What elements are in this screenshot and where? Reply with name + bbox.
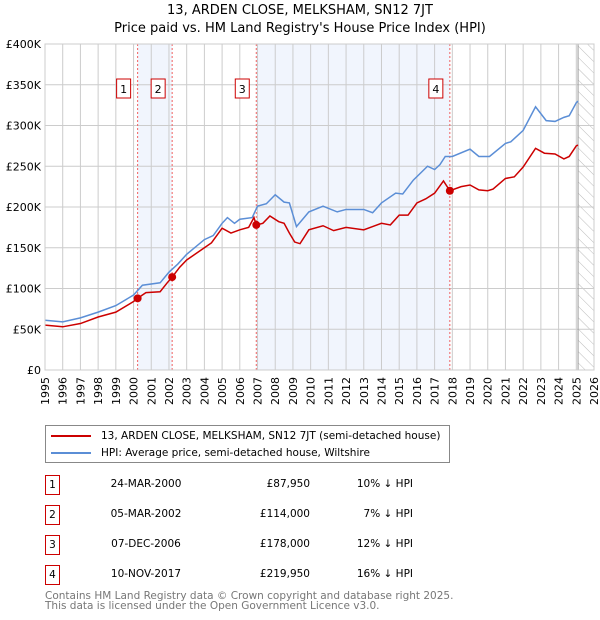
sale-point bbox=[252, 220, 261, 229]
x-tick-label: 2011 bbox=[322, 377, 335, 405]
x-tick-label: 2008 bbox=[269, 377, 282, 405]
sale-date: 05-MAR-2002 bbox=[110, 508, 182, 520]
y-tick-label: £400K bbox=[6, 38, 42, 51]
x-tick-label: 2000 bbox=[128, 377, 141, 405]
footer-line: This data is licensed under the Open Gov… bbox=[45, 600, 380, 612]
title-line: 13, ARDEN CLOSE, MELKSHAM, SN12 7JT bbox=[167, 3, 433, 18]
x-tick-label: 2019 bbox=[464, 377, 477, 405]
sale-number-badge: 3 bbox=[45, 535, 60, 555]
sale-date: 10-NOV-2017 bbox=[110, 568, 182, 580]
x-tick-label: 2013 bbox=[358, 377, 371, 405]
y-tick-label: £250K bbox=[6, 160, 42, 173]
sale-price: £219,950 bbox=[259, 568, 310, 580]
sale-point bbox=[445, 186, 454, 195]
x-tick-label: 2014 bbox=[375, 377, 388, 405]
hpi-line bbox=[44, 100, 579, 323]
x-tick-label: 2024 bbox=[553, 377, 566, 405]
sale-date: 24-MAR-2000 bbox=[110, 478, 182, 490]
sale-price: £87,950 bbox=[266, 478, 310, 490]
sale-point bbox=[133, 294, 142, 303]
x-tick-label: 2017 bbox=[429, 377, 442, 405]
x-tick-label: 2010 bbox=[305, 377, 318, 405]
footer-line: Contains HM Land Registry data © Crown c… bbox=[45, 590, 454, 602]
x-tick-label: 2018 bbox=[446, 377, 459, 405]
sale-number-badge: 4 bbox=[45, 565, 60, 585]
sale-row: 2 05-MAR-2002 £114,000 7% ↓ HPI bbox=[45, 505, 445, 525]
x-tick-label: 1997 bbox=[74, 377, 87, 405]
legend-item-property: 13, ARDEN CLOSE, MELKSHAM, SN12 7JT (sem… bbox=[46, 428, 440, 444]
sale-price: £178,000 bbox=[259, 538, 310, 550]
x-tick-label: 2016 bbox=[411, 377, 424, 405]
sale-number-badge: 1 bbox=[45, 475, 60, 495]
sale-label-box bbox=[428, 78, 444, 99]
sale-label-box bbox=[234, 78, 250, 99]
chart-plot: 1995 1996 1997 1998 1999 2000 2001 2002 2003 2004… bbox=[6, 38, 600, 405]
x-tick-label: 2005 bbox=[216, 377, 229, 405]
y-tick-label: £150K bbox=[6, 242, 42, 255]
sale-price: £114,000 bbox=[259, 508, 310, 520]
sale-label-box bbox=[116, 78, 132, 99]
x-tick-label: 2025 bbox=[570, 377, 583, 405]
sale-hpi-diff: 12% ↓ HPI bbox=[356, 538, 413, 550]
y-tick-label: £50K bbox=[13, 323, 42, 336]
legend-item-hpi: HPI: Average price, semi-detached house,… bbox=[46, 445, 370, 461]
x-tick-label: 2009 bbox=[287, 377, 300, 405]
x-tick-label: 2026 bbox=[588, 377, 600, 405]
x-tick-label: 2021 bbox=[499, 377, 512, 405]
x-tick-label: 2003 bbox=[181, 377, 194, 405]
x-tick-label: 2004 bbox=[198, 377, 211, 405]
x-tick-label: 1995 bbox=[39, 377, 52, 405]
x-tick-label: 2006 bbox=[234, 377, 247, 405]
x-tick-label: 2015 bbox=[393, 377, 406, 405]
sale-label: 4 bbox=[432, 83, 439, 96]
y-tick-label: £300K bbox=[6, 120, 42, 133]
legend-line-blue bbox=[51, 452, 91, 454]
sale-date: 07-DEC-2006 bbox=[111, 538, 181, 550]
y-tick-label: £350K bbox=[6, 79, 42, 92]
legend: 13, ARDEN CLOSE, MELKSHAM, SN12 7JT (sem… bbox=[45, 425, 450, 463]
y-tick-label: £200K bbox=[6, 201, 42, 214]
y-tick-label: £100K bbox=[6, 283, 42, 296]
plot-border bbox=[44, 43, 595, 371]
x-tick-label: 2002 bbox=[163, 377, 176, 405]
sale-number-badge: 2 bbox=[45, 505, 60, 525]
x-tick-label: 2020 bbox=[482, 377, 495, 405]
x-tick-label: 2012 bbox=[340, 377, 353, 405]
legend-line-red bbox=[51, 435, 91, 437]
sale-hpi-diff: 16% ↓ HPI bbox=[356, 568, 413, 580]
x-tick-label: 1998 bbox=[92, 377, 105, 405]
sale-label-box bbox=[150, 78, 166, 99]
x-tick-label: 2022 bbox=[517, 377, 530, 405]
sale-hpi-diff: 7% ↓ HPI bbox=[363, 508, 413, 520]
attribution-footer: Contains HM Land Registry data © Crown c… bbox=[45, 590, 454, 612]
x-tick-label: 1999 bbox=[110, 377, 123, 405]
sale-row: 1 24-MAR-2000 £87,950 10% ↓ HPI bbox=[45, 475, 445, 495]
sale-row: 3 07-DEC-2006 £178,000 12% ↓ HPI bbox=[45, 535, 445, 555]
x-tick-label: 1996 bbox=[57, 377, 70, 405]
sale-label: 1 bbox=[120, 83, 127, 96]
sale-point bbox=[168, 273, 177, 282]
legend-label: HPI: Average price, semi-detached house,… bbox=[101, 447, 370, 459]
sale-label: 2 bbox=[155, 83, 162, 96]
y-tick-label: £0 bbox=[27, 364, 41, 377]
subtitle-line: Price paid vs. HM Land Registry's House … bbox=[114, 21, 486, 36]
x-tick-label: 2001 bbox=[145, 377, 158, 405]
x-tick-label: 2023 bbox=[535, 377, 548, 405]
chart-title: 13, ARDEN CLOSE, MELKSHAM, SN12 7JT Pric… bbox=[0, 2, 600, 38]
legend-label: 13, ARDEN CLOSE, MELKSHAM, SN12 7JT (sem… bbox=[101, 430, 441, 442]
x-tick-label: 2007 bbox=[252, 377, 265, 405]
sale-label: 3 bbox=[239, 83, 246, 96]
sale-row: 4 10-NOV-2017 £219,950 16% ↓ HPI bbox=[45, 565, 445, 585]
sale-hpi-diff: 10% ↓ HPI bbox=[356, 478, 413, 490]
